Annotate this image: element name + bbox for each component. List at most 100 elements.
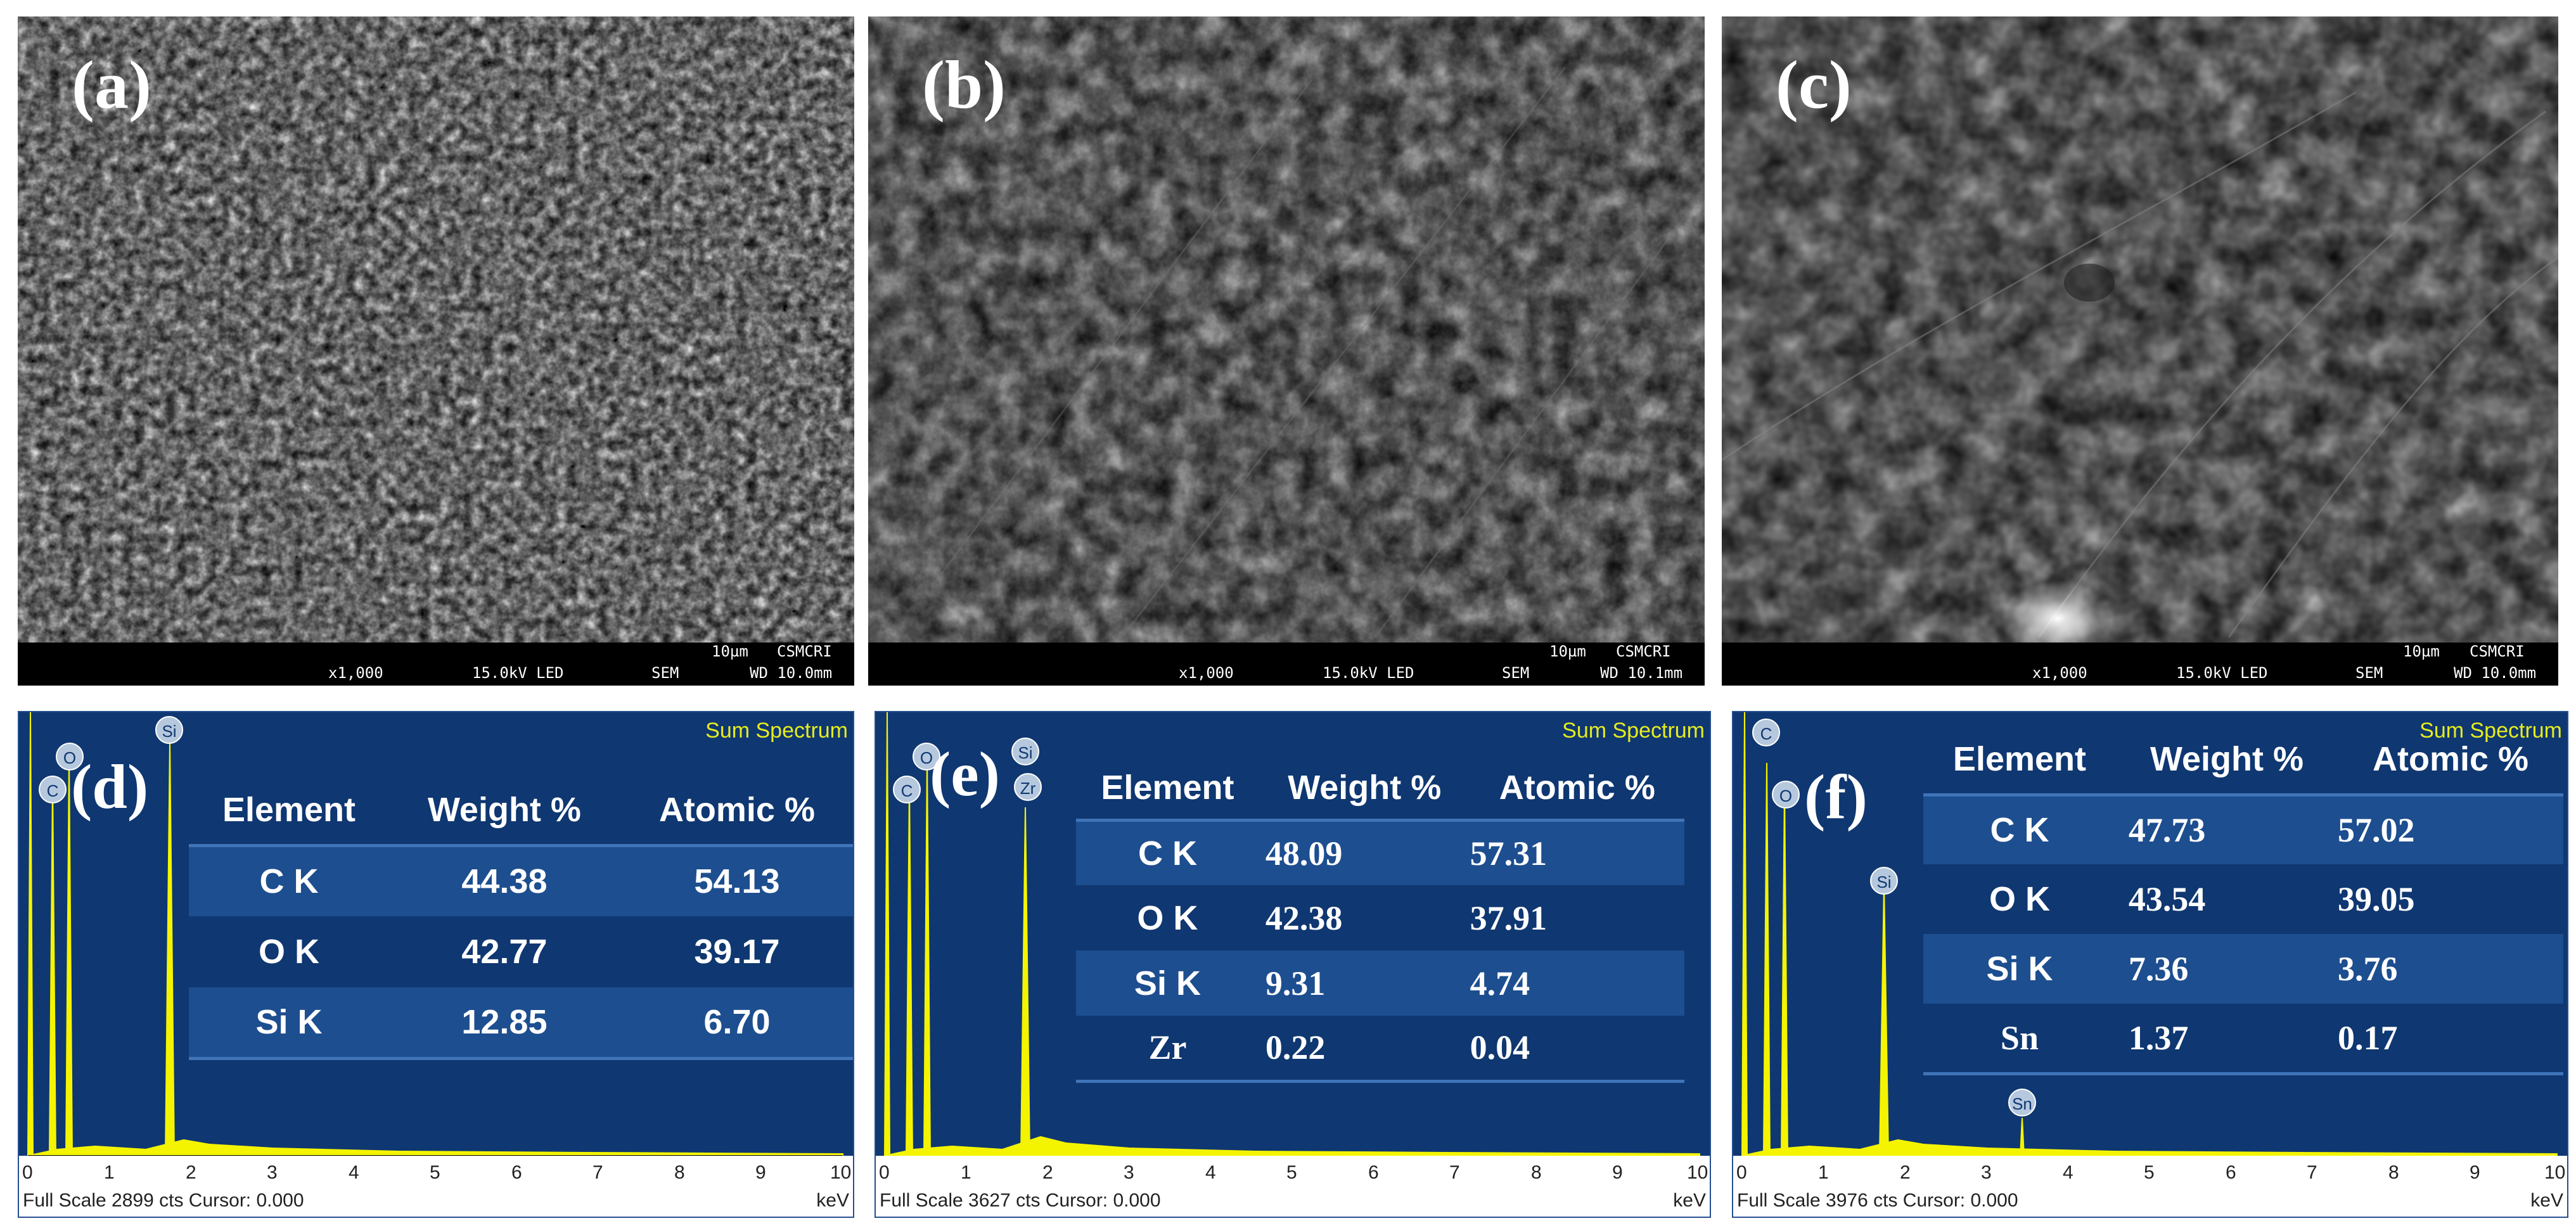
- tick-label: 1: [961, 1162, 971, 1183]
- tick-label: 8: [674, 1162, 685, 1183]
- tick-label: 6: [511, 1162, 522, 1183]
- tick-label: 0: [22, 1162, 33, 1183]
- tick-label: 0: [879, 1162, 890, 1183]
- cell-weight: 0.22: [1259, 1016, 1470, 1083]
- panel-label: (a): [72, 48, 151, 123]
- tick-label: 4: [1205, 1162, 1216, 1183]
- cell-weight: 42.77: [461, 933, 548, 971]
- eds-panel-d: 0 1 2 3 4 5 6 7 8 9 10 Sum Spectrum C O …: [18, 711, 854, 1218]
- cell-weight: 42.38: [1265, 899, 1343, 937]
- cell-weight: 48.09: [1259, 820, 1470, 885]
- tick-label: 5: [430, 1162, 440, 1183]
- peak-marker-o: O: [56, 743, 84, 771]
- mode: SEM: [2355, 664, 2383, 682]
- sem-texture: [1722, 16, 2558, 656]
- scale-value: 10µm: [2403, 643, 2440, 660]
- lab-name: CSMCRI: [2470, 643, 2525, 660]
- cell-weight: 7.36: [2115, 934, 2338, 1004]
- peak-marker-c: C: [39, 776, 67, 803]
- full-scale-text: Full Scale 3627 cts Cursor: 0.000: [880, 1190, 1161, 1211]
- unit-label: keV: [1673, 1190, 1706, 1211]
- eds-panel-e: 0 1 2 3 4 5 6 7 8 9 10 Sum Spectrum C O …: [875, 711, 1711, 1218]
- working-distance: WD 10.0mm: [2454, 664, 2537, 682]
- sem-image-c: (c) 10µm CSMCRI x1,000 15.0kV LED SEM WD…: [1722, 16, 2558, 686]
- peak-marker-c: C: [1752, 719, 1780, 746]
- panel-label: (d): [71, 752, 149, 822]
- peak-marker-zr: Zr: [1014, 773, 1042, 801]
- tick-label: 4: [349, 1162, 359, 1183]
- panel-label: (c): [1776, 48, 1852, 123]
- scale-value: 10µm: [712, 643, 748, 660]
- peak-marker-sn: Sn: [2008, 1089, 2036, 1116]
- cell-element: Si K: [1076, 950, 1259, 1016]
- cell-element: Si K: [189, 987, 389, 1060]
- cell-atomic: 39.05: [2338, 880, 2415, 918]
- tick-label: 2: [186, 1162, 196, 1183]
- peak-marker-si: Si: [1011, 738, 1039, 765]
- tick-label: 10: [830, 1162, 852, 1183]
- header-weight: Weight %: [388, 776, 620, 847]
- sem-info-bar: 10µm CSMCRI x1,000 15.0kV LED SEM WD 10.…: [18, 643, 854, 686]
- tick-label: 3: [1981, 1162, 1992, 1183]
- sem-info-bar: 10µm CSMCRI x1,000 15.0kV LED SEM WD 10.…: [1722, 643, 2558, 686]
- cell-element: C K: [189, 845, 389, 916]
- cell-element: O K: [1989, 880, 2050, 918]
- panel-label: (f): [1804, 762, 1868, 832]
- lab-name: CSMCRI: [777, 643, 832, 660]
- spectrum-trace: [883, 712, 1700, 1156]
- spectrum-footer: Full Scale 3976 cts Cursor: 0.000 keV: [1733, 1185, 2567, 1217]
- x-axis-area: [19, 1156, 853, 1187]
- cell-atomic: 39.17: [694, 933, 780, 971]
- tick-label: 1: [1818, 1162, 1829, 1183]
- tick-label: 7: [2307, 1162, 2317, 1183]
- composition-table: Element Weight % Atomic % C K 48.09 57.3…: [1076, 757, 1684, 1083]
- header-atomic: Atomic %: [619, 776, 853, 847]
- tick-label: 7: [593, 1162, 603, 1183]
- spectrum-plot: [883, 712, 1700, 1166]
- tick-label: 10: [1687, 1162, 1708, 1183]
- peak-marker-o: O: [1772, 781, 1800, 809]
- header-atomic: Atomic %: [1470, 757, 1684, 822]
- tick-label: 3: [1124, 1162, 1134, 1183]
- header-weight: Weight %: [1259, 757, 1470, 822]
- cell-atomic: 0.04: [1470, 1016, 1684, 1083]
- full-scale-text: Full Scale 2899 cts Cursor: 0.000: [23, 1190, 304, 1211]
- tick-label: 2: [1042, 1162, 1053, 1183]
- unit-label: keV: [816, 1190, 849, 1211]
- mode: SEM: [1502, 664, 1530, 682]
- tick-label: 8: [2388, 1162, 2399, 1183]
- sem-info-bar: 10µm CSMCRI x1,000 15.0kV LED SEM WD 10.…: [868, 643, 1705, 686]
- tick-label: 1: [104, 1162, 115, 1183]
- peak-marker-c: C: [893, 776, 921, 803]
- spectrum-footer: Full Scale 3627 cts Cursor: 0.000 keV: [876, 1185, 1710, 1217]
- mode: SEM: [651, 664, 679, 682]
- cell-element: Zr: [1076, 1016, 1259, 1083]
- cell-element: O K: [258, 933, 319, 971]
- header-element: Element: [1923, 725, 2116, 796]
- working-distance: WD 10.0mm: [750, 664, 833, 682]
- sem-image-b: (b) 10µm CSMCRI x1,000 15.0kV LED SEM WD…: [868, 16, 1705, 686]
- x-axis-labels: 0 1 2 3 4 5 6 7 8 9 10: [19, 1162, 853, 1185]
- cell-atomic: 37.91: [1470, 899, 1548, 937]
- tick-label: 4: [2063, 1162, 2073, 1183]
- unit-label: keV: [2530, 1190, 2563, 1211]
- cell-weight: 12.85: [388, 987, 620, 1060]
- lab-name: CSMCRI: [1616, 643, 1671, 660]
- header-weight: Weight %: [2115, 725, 2338, 796]
- cell-element: C K: [1923, 795, 2116, 864]
- x-axis-area: [1733, 1156, 2567, 1187]
- cell-element: C K: [1076, 820, 1259, 885]
- tick-label: 0: [1736, 1162, 1747, 1183]
- cell-weight: 43.54: [2128, 880, 2206, 918]
- x-axis-labels: 0 1 2 3 4 5 6 7 8 9 10: [876, 1162, 1710, 1185]
- header-element: Element: [1076, 757, 1259, 822]
- composition-table: Element Weight % Atomic % C K 47.73 57.0…: [1923, 725, 2563, 1075]
- tick-label: 9: [2470, 1162, 2480, 1183]
- tick-label: 5: [1286, 1162, 1297, 1183]
- header-element: Element: [189, 776, 389, 847]
- sem-texture: [868, 16, 1705, 650]
- cell-weight: 44.38: [388, 845, 620, 916]
- x-axis-labels: 0 1 2 3 4 5 6 7 8 9 10: [1733, 1162, 2567, 1185]
- spectrum-footer: Full Scale 2899 cts Cursor: 0.000 keV: [19, 1185, 853, 1217]
- tick-label: 6: [2226, 1162, 2236, 1183]
